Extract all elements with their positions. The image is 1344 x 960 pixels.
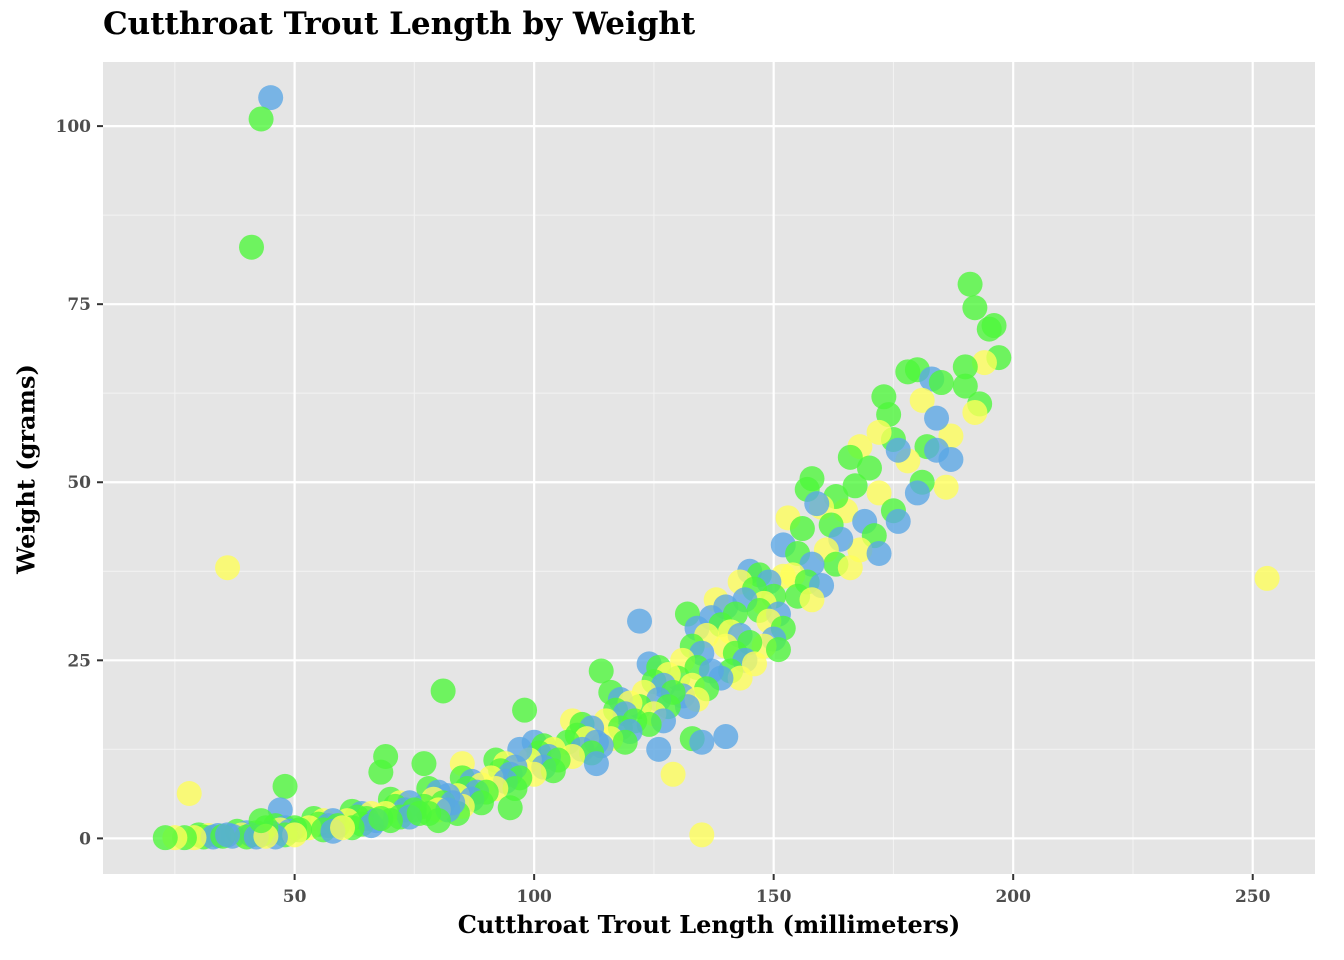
data-point — [924, 405, 950, 431]
data-point — [933, 474, 959, 500]
data-point — [713, 724, 739, 750]
data-point — [804, 491, 830, 517]
data-point — [468, 790, 494, 816]
data-point — [512, 697, 538, 723]
data-point — [976, 316, 1002, 342]
data-point — [689, 729, 715, 755]
data-point — [406, 800, 432, 826]
data-point — [411, 751, 437, 777]
data-point — [368, 805, 394, 831]
data-point — [588, 658, 614, 684]
data-point — [430, 678, 456, 704]
data-point — [928, 370, 954, 396]
data-point — [866, 540, 892, 566]
data-point — [904, 480, 930, 506]
data-point — [1254, 565, 1280, 591]
data-point — [258, 85, 284, 111]
data-point — [789, 516, 815, 542]
data-point — [368, 759, 394, 785]
data-point — [497, 795, 523, 821]
y-tick-label: 75 — [67, 295, 91, 315]
x-tick-label: 100 — [516, 887, 552, 907]
data-point — [646, 736, 672, 762]
data-point — [248, 808, 274, 834]
data-point — [425, 808, 451, 834]
data-point — [330, 815, 356, 841]
y-tick-label: 100 — [56, 117, 92, 137]
scatter-points — [152, 85, 1280, 851]
data-point — [885, 508, 911, 534]
x-tick-label: 250 — [1235, 887, 1271, 907]
data-point — [215, 555, 241, 581]
y-axis: 0 25 50 75 100 — [56, 117, 103, 849]
data-point — [282, 822, 308, 848]
data-point — [540, 758, 566, 784]
data-point — [583, 751, 609, 777]
x-tick-label: 150 — [756, 887, 792, 907]
x-axis-label: Cutthroat Trout Length (millimeters) — [457, 910, 961, 939]
data-point — [765, 637, 791, 663]
data-point — [866, 419, 892, 445]
data-point — [502, 776, 528, 802]
data-point — [866, 480, 892, 506]
data-point — [952, 354, 978, 380]
grid-minor — [103, 62, 1315, 874]
y-axis-label: Weight (grams) — [11, 364, 41, 574]
data-point — [952, 373, 978, 399]
data-point — [689, 822, 715, 848]
x-tick-label: 50 — [283, 887, 307, 907]
data-point — [895, 359, 921, 385]
data-point — [885, 437, 911, 463]
data-point — [627, 608, 653, 634]
y-tick-label: 25 — [67, 651, 91, 671]
data-point — [727, 665, 753, 691]
data-point — [799, 587, 825, 613]
data-point — [971, 350, 997, 376]
data-point — [239, 234, 265, 260]
data-point — [272, 773, 298, 799]
data-point — [837, 444, 863, 470]
data-point — [842, 473, 868, 499]
data-point — [176, 781, 202, 807]
data-point — [248, 106, 274, 132]
data-point — [215, 822, 241, 848]
data-point — [152, 825, 178, 851]
data-point — [837, 555, 863, 581]
data-point — [962, 295, 988, 321]
data-point — [856, 455, 882, 481]
y-tick-label: 50 — [67, 473, 91, 493]
data-point — [962, 399, 988, 425]
data-point — [924, 437, 950, 463]
x-axis: 50 100 150 200 250 — [283, 874, 1271, 907]
data-point — [909, 387, 935, 413]
data-point — [660, 761, 686, 787]
data-point — [957, 271, 983, 297]
y-tick-label: 0 — [79, 829, 91, 849]
chart-title: Cutthroat Trout Length by Weight — [103, 6, 696, 42]
data-point — [612, 729, 638, 755]
x-tick-label: 200 — [995, 887, 1031, 907]
